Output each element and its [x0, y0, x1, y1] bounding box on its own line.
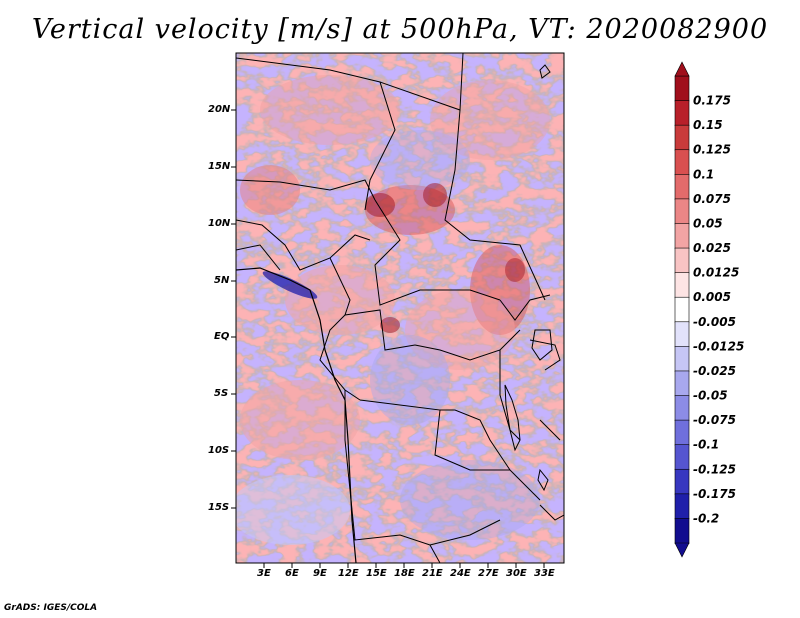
- colorbar-label: -0.05: [693, 389, 728, 403]
- lon-label-12e: 12E: [338, 568, 359, 579]
- colorbar-swatch: [674, 272, 690, 299]
- lon-label-15e: 15E: [366, 568, 387, 579]
- lakes: [504, 64, 553, 492]
- colorbar-swatch: [674, 370, 690, 397]
- colorbar-label: 0.15: [693, 118, 723, 132]
- colorbar-swatch: [674, 124, 690, 151]
- colorbar-swatch: [674, 174, 690, 200]
- lon-label-6e: 6E: [285, 568, 299, 579]
- lon-label-24e: 24E: [450, 568, 471, 579]
- colorbar-swatch: [674, 247, 690, 274]
- colorbar-label: -0.175: [693, 487, 736, 501]
- colorbar-label: 0.075: [693, 192, 731, 206]
- lon-label-18e: 18E: [394, 568, 415, 579]
- colorbar-swatch: [674, 100, 690, 126]
- lat-label-5s: 5S: [214, 388, 229, 399]
- colorbar-label: 0.175: [693, 94, 731, 108]
- colorbar-swatch: [674, 518, 690, 544]
- lat-label-5n: 5N: [214, 275, 230, 286]
- colorbar-swatch: [674, 395, 690, 421]
- lat-ticks: [231, 109, 236, 509]
- lon-label-33e: 33E: [534, 568, 555, 579]
- lat-label-15s: 15S: [208, 502, 230, 513]
- colorbar-label: 0.005: [693, 290, 731, 304]
- colorbar-top-arrow: [674, 61, 690, 77]
- colorbar-swatch: [674, 75, 690, 102]
- colorbar-label: -0.025: [693, 364, 736, 378]
- lon-ticks: [263, 563, 545, 568]
- colorbar-label: -0.125: [693, 462, 736, 476]
- colorbar-label: -0.005: [693, 315, 736, 329]
- colorbar-swatch: [674, 198, 690, 225]
- colorbar-swatch: [674, 346, 690, 372]
- coastline: [236, 267, 357, 563]
- colorbar-label: -0.2: [693, 511, 719, 525]
- colorbar-swatch: [674, 419, 690, 446]
- colorbar-label: -0.075: [693, 413, 736, 427]
- colorbar-swatch: [674, 493, 690, 520]
- velocity-field: [236, 53, 564, 563]
- footer-credit: GrADS: IGES/COLA: [4, 603, 98, 613]
- colorbar-swatch: [674, 149, 690, 176]
- lon-label-27e: 27E: [478, 568, 499, 579]
- colorbar-label: 0.05: [693, 216, 723, 230]
- lon-label-30e: 30E: [506, 568, 527, 579]
- lat-label-20n: 20N: [208, 104, 231, 115]
- colorbar-swatch: [674, 223, 690, 249]
- lon-label-21e: 21E: [422, 568, 443, 579]
- lon-label-3e: 3E: [257, 568, 271, 579]
- chart-title: Vertical velocity [m/s] at 500hPa, VT: 2…: [31, 14, 769, 45]
- colorbar-label: 0.1: [693, 167, 714, 181]
- colorbar-swatch: [674, 444, 690, 471]
- colorbar: 0.175 0.15 0.125 0.1 0.075 0.05 0.025 0.0125 0.0…: [674, 61, 744, 558]
- lon-label-9e: 9E: [313, 568, 327, 579]
- lat-label-10s: 10S: [208, 445, 230, 456]
- colorbar-label: 0.0125: [693, 266, 739, 280]
- lat-label-15n: 15N: [208, 161, 231, 172]
- colorbar-bottom-arrow: [674, 542, 690, 558]
- colorbar-swatch: [674, 468, 690, 495]
- colorbar-label: 0.025: [693, 241, 731, 255]
- colorbar-label: 0.125: [693, 143, 731, 157]
- map-frame: [235, 52, 565, 564]
- lat-label-10n: 10N: [208, 218, 231, 229]
- colorbar-label: -0.1: [693, 438, 719, 452]
- lat-label-eq: EQ: [214, 331, 230, 342]
- colorbar-swatch: [674, 296, 690, 323]
- colorbar-label: -0.0125: [693, 339, 744, 353]
- country-borders: [236, 53, 564, 563]
- colorbar-swatch: [674, 321, 690, 348]
